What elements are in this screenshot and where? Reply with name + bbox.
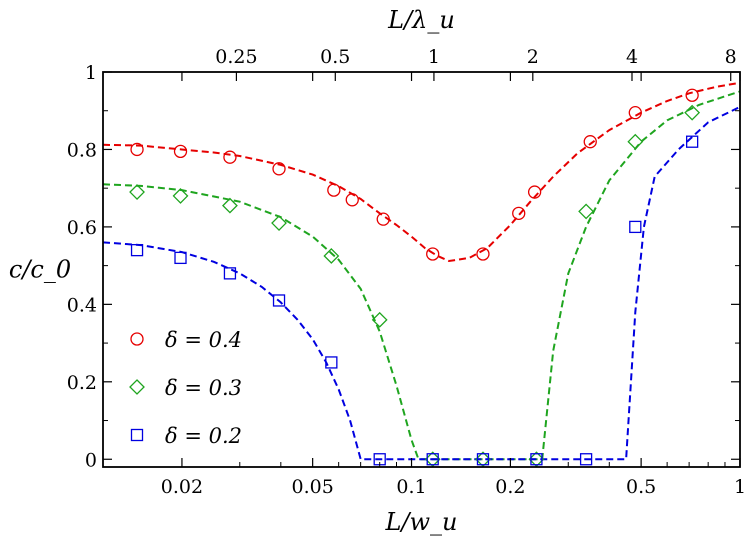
legend-marker (130, 428, 144, 442)
data-point-square (629, 220, 642, 234)
data-point-square (685, 135, 699, 148)
data-point-diamond (129, 184, 145, 200)
x-tick-label: 1 (734, 476, 746, 498)
top-tick-label: 4 (626, 46, 638, 68)
data-point-circle (272, 162, 286, 176)
legend-label: δ = 0.3 (165, 376, 242, 400)
data-point-diamond (271, 215, 287, 231)
data-point-square (223, 267, 237, 280)
data-point-circle (583, 135, 597, 149)
y-tick-label: 0.4 (67, 294, 97, 316)
data-point-diamond (627, 133, 644, 150)
y-tick-label: 0.6 (67, 217, 97, 239)
top-tick-label: 8 (725, 46, 737, 68)
data-point-circle (426, 247, 440, 261)
y-tick-label: 0.2 (67, 372, 97, 394)
legend-marker-circle (130, 332, 144, 346)
y-axis-label: c/c_0 (9, 256, 71, 284)
data-point-diamond (222, 197, 238, 214)
y-tick-label: 0.8 (67, 139, 97, 161)
legend-item-delta-0.4: δ = 0.4 (130, 328, 242, 352)
data-point-circle (685, 88, 699, 102)
data-point-square (426, 453, 439, 466)
legend-marker (130, 332, 144, 346)
x-tick-label: 0.2 (495, 476, 525, 498)
top-tick-label: 0.5 (320, 46, 350, 68)
data-point-square (130, 243, 144, 257)
top-tick-label: 0.25 (215, 46, 257, 68)
marker-layer (129, 88, 701, 468)
data-point-circle (327, 183, 341, 197)
data-point-square (325, 356, 338, 369)
legend-marker-diamond (129, 379, 145, 395)
data-point-circle (173, 144, 188, 159)
data-point-circle (223, 150, 237, 164)
series-line-1 (102, 90, 741, 461)
data-point-diamond (172, 188, 189, 204)
data-point-diamond (323, 248, 340, 264)
x-tick-label: 0.02 (161, 476, 203, 498)
y-tick-label: 0 (85, 449, 97, 471)
top-tick-label: 2 (527, 46, 539, 68)
legend-marker (129, 379, 145, 395)
data-point-circle (628, 106, 642, 120)
legend-label: δ = 0.2 (165, 424, 242, 448)
top-tick-label: 1 (428, 46, 440, 68)
data-point-square (272, 294, 286, 307)
data-point-circle (476, 247, 490, 261)
series-line-2 (102, 105, 741, 461)
data-point-square (530, 453, 543, 466)
y-tick-label: 1 (85, 62, 97, 84)
data-point-diamond (684, 104, 701, 121)
data-point-circle (376, 212, 390, 226)
legend: δ = 0.4 δ = 0.3 δ = 0.2 (129, 328, 242, 448)
data-point-circle (345, 193, 359, 207)
tick-layer: 0.02 0.05 0.1 0.2 0.5 1 0.25 0.5 1 2 4 8 0 0.2 0.4 0.6 0… (67, 46, 746, 498)
curve-layer (102, 81, 741, 461)
legend-item-delta-0.2: δ = 0.2 (130, 424, 242, 448)
data-point-square (579, 453, 593, 466)
data-point-diamond (371, 311, 388, 328)
data-point-circle (527, 185, 542, 199)
top-axis-label: L/λ_u (387, 6, 455, 34)
data-point-circle (512, 206, 526, 220)
x-tick-label: 0.5 (626, 476, 656, 498)
data-point-square (174, 251, 187, 265)
series-line-0 (102, 81, 741, 263)
legend-marker-square (130, 428, 144, 442)
legend-item-delta-0.3: δ = 0.3 (129, 376, 242, 400)
x-axis-label: L/w_u (384, 508, 457, 536)
data-point-diamond (578, 203, 595, 220)
x-tick-label: 0.05 (291, 476, 333, 498)
plot-frame (102, 71, 741, 468)
legend-label: δ = 0.4 (165, 328, 242, 352)
data-point-circle (130, 142, 144, 157)
x-tick-label: 0.1 (396, 476, 426, 498)
data-point-square (476, 453, 490, 466)
